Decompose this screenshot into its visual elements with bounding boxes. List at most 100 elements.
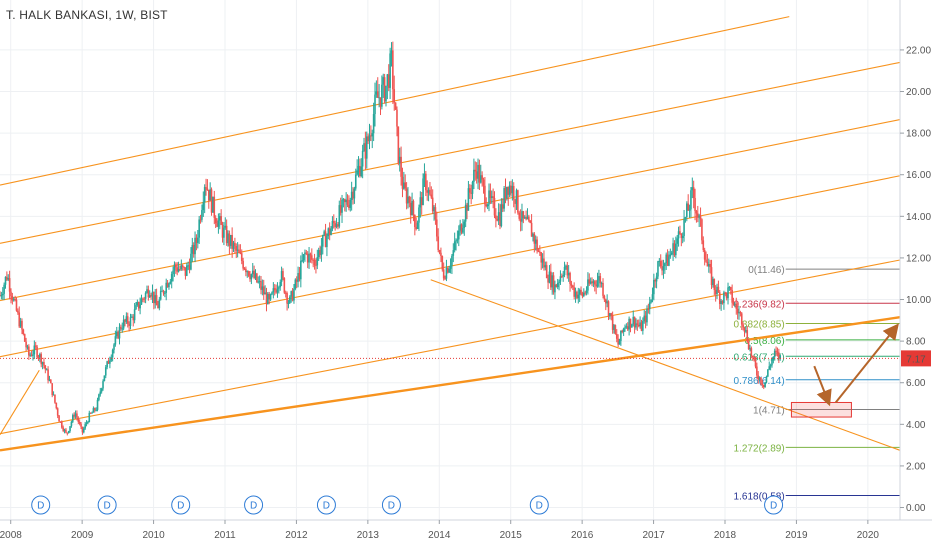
candle-body [343,199,346,203]
candle-body [408,196,411,203]
candle-body [434,207,437,220]
candle-body [197,237,199,243]
candle-body [124,319,126,322]
candle-body [207,189,210,201]
candle-body [552,275,555,293]
candle-body [765,376,768,383]
candle-body [423,173,426,179]
candle-body [690,190,692,210]
candle-body [554,284,556,293]
candle-body [236,249,239,251]
candle-body [335,224,338,227]
candle-body [84,424,86,429]
candle-body [419,197,422,208]
candle-body [449,265,452,269]
x-tick-label: 2020 [857,530,880,541]
candle-body [493,197,496,216]
candle-body [0,295,3,297]
candle-body [409,202,412,216]
candle-body [762,384,765,388]
candle-body [365,136,368,159]
candle-body [181,265,184,267]
dividend-marker [97,495,117,515]
candle-body [100,388,103,392]
candle-body [611,315,614,330]
candle-body [147,289,150,298]
candle-body [673,243,676,256]
candle-body [479,175,482,183]
candle-body [436,219,438,237]
x-tick-label: 2009 [71,530,94,541]
candle-body [615,333,618,339]
candle-body [225,225,228,244]
candle-body [664,263,666,267]
candle-body [724,292,727,294]
candle-body [276,288,279,293]
candle-body [114,336,117,345]
candle-body [404,182,407,189]
candle-body [572,285,574,288]
candle-body [646,309,648,323]
candle-body [146,289,148,293]
candle-body [618,341,621,345]
candle-body [128,323,130,326]
candle-body [370,135,372,137]
candle-body [533,233,536,244]
candle-body [92,408,95,413]
candle-body [606,301,608,304]
candle-body [530,222,533,237]
candle-body [720,300,722,305]
candle-body [415,227,418,229]
candle-body [102,381,104,389]
candle-body [14,298,16,300]
candle-body [342,199,345,201]
candle-body [426,190,428,193]
candle-body [506,186,508,199]
candle-body [136,301,139,306]
chart-title: T. HALK BANKASI, 1W, BIST [6,8,168,22]
candle-body [80,423,82,427]
candle-body [382,77,385,85]
candle-body [462,227,464,233]
candle-body [654,279,657,282]
candle-body [488,190,490,205]
candle-body [734,303,736,305]
y-tick-label: 6.00 [906,378,926,389]
candle-body [769,365,772,367]
candle-body [175,264,177,268]
fibonacci-retracement[interactable]: 0(11.46) 0.236(9.82) 0.382(8.85) 0.5(8.06) 0… [734,265,900,502]
candle-body [311,255,313,260]
candle-body [441,255,444,270]
x-tick-label: 2019 [785,530,808,541]
candle-body [330,228,332,235]
candle-body [52,394,55,396]
candle-body [468,188,471,193]
fib-level-label: 1.272(2.89) [734,443,785,454]
candle-body [220,216,222,225]
candle-body [610,313,613,316]
candle-body [10,291,12,297]
candle-body [591,281,593,284]
candle-body [17,310,19,313]
candle-body [653,279,655,295]
candle-body [332,220,335,224]
candle-body [614,325,617,334]
candle-body [322,235,324,247]
candle-body [703,250,706,260]
candle-body [360,166,363,176]
candle-body [607,301,610,316]
candle-body [684,217,687,219]
candle-body [242,260,244,269]
candle-body [559,276,562,282]
candle-body [235,246,238,251]
candle-body [550,271,552,288]
candle-body [659,260,662,267]
candle-body [66,432,69,434]
candle-body [142,298,144,300]
candle-body [312,259,314,261]
candle-body [67,431,70,434]
y-tick-label: 2.00 [906,461,926,472]
